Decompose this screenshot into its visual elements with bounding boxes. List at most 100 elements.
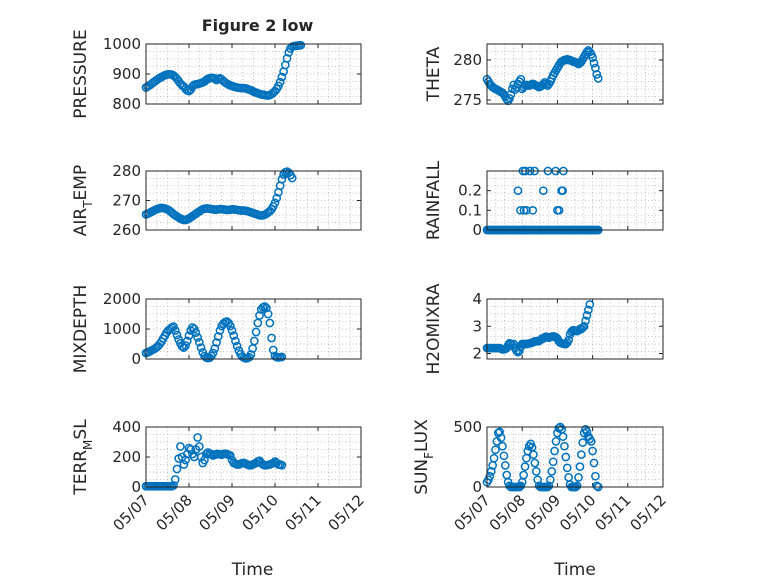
data-point — [194, 337, 204, 347]
axes-box — [145, 426, 362, 488]
data-point — [212, 338, 221, 347]
y-axis-label-text: TERR — [71, 450, 91, 496]
data-point — [500, 461, 510, 470]
data-point — [574, 473, 583, 482]
data-point — [186, 445, 196, 454]
data-point — [558, 186, 568, 196]
data-point — [547, 467, 557, 476]
data-point — [561, 452, 571, 462]
data-point — [262, 303, 271, 313]
data-point — [282, 54, 292, 63]
data-point — [225, 321, 235, 331]
y-axis-label-text: RAINFALL — [424, 160, 444, 240]
data-point — [585, 300, 595, 309]
data-point — [498, 441, 507, 451]
x-tick-label: 05/08 — [153, 491, 196, 534]
y-tick-label: 2000 — [103, 290, 141, 308]
y-tick-label: 280 — [453, 51, 482, 69]
x-tick-label: 05/11 — [591, 491, 634, 534]
chart-title: Figure 2 low — [202, 16, 314, 35]
data-point — [584, 305, 593, 315]
data-point — [495, 427, 505, 437]
data-point — [593, 74, 603, 83]
y-axis-label: PRESSURE — [71, 29, 91, 118]
series-markers — [141, 40, 306, 100]
data-point — [260, 302, 270, 311]
data-point — [529, 450, 538, 459]
data-point — [513, 186, 523, 196]
data-point — [193, 333, 202, 342]
x-tick-label: 05/09 — [521, 491, 564, 534]
y-axis-label-text: AIR — [71, 208, 91, 237]
data-point — [576, 450, 586, 459]
y-axis-label: SUNFLUX — [412, 419, 436, 495]
data-point — [578, 438, 588, 447]
axes-h2omixra: 2 3 4 H2OMIXRA — [424, 283, 664, 375]
data-point — [589, 458, 599, 468]
axes-box — [486, 170, 664, 231]
axes-box — [486, 298, 664, 360]
y-axis-label: H2OMIXRA — [424, 283, 444, 374]
data-point — [591, 471, 600, 481]
data-point — [582, 427, 592, 437]
data-point — [208, 348, 218, 358]
axes-theta: 275 280 THETA — [424, 43, 664, 109]
axes-pressure: 800 900 1000 PRESSURE Figure 2 low — [71, 16, 362, 119]
data-point — [516, 74, 526, 84]
data-point — [277, 352, 287, 362]
data-point — [270, 198, 280, 208]
y-tick-label: 0 — [472, 478, 482, 496]
data-point — [548, 457, 558, 467]
data-point — [575, 462, 585, 471]
axes-box — [145, 170, 362, 231]
y-axis-label: AIRTEMP — [71, 165, 95, 236]
y-axis-label: THETA — [424, 46, 444, 102]
x-tick-label: 05/07 — [451, 491, 494, 534]
data-point — [520, 462, 530, 471]
data-point — [277, 72, 287, 82]
x-tick-label: 05/09 — [196, 491, 239, 534]
data-point — [579, 321, 589, 331]
data-point — [562, 463, 572, 473]
data-point — [586, 437, 596, 446]
data-point — [572, 481, 582, 491]
data-point — [191, 328, 201, 337]
data-point — [296, 40, 306, 50]
data-point — [546, 475, 555, 485]
data-point — [588, 446, 597, 456]
axes-air_temp: 260 270 280 AIRTEMP — [71, 162, 362, 239]
y-axis-label-suffix: EMP — [71, 165, 91, 201]
axes-terr_msl: 0 200 400 05/07 05/08 05/09 05/10 05/11 05/12 TER… — [71, 418, 368, 580]
data-point — [215, 326, 225, 335]
data-point — [176, 442, 185, 451]
data-point — [172, 464, 182, 474]
data-point — [181, 341, 190, 350]
y-tick-label: 1000 — [103, 320, 141, 338]
data-point — [184, 331, 194, 340]
x-axis-label: Time — [553, 560, 596, 580]
data-point — [528, 205, 538, 215]
data-point — [592, 481, 602, 491]
data-point — [544, 481, 554, 491]
data-point — [558, 432, 568, 441]
data-point — [516, 205, 525, 215]
data-point — [538, 186, 548, 196]
data-point — [589, 58, 599, 68]
data-point — [232, 341, 242, 351]
grid — [487, 171, 663, 230]
y-tick-label: 0 — [472, 221, 482, 239]
y-axis-label-suffix: LUX — [412, 419, 432, 452]
data-point — [588, 53, 597, 62]
data-point — [485, 471, 495, 481]
data-point — [582, 47, 592, 57]
axes-mixdepth: 0 1000 2000 MIXDEPTH — [71, 285, 362, 374]
x-tick-label: 05/12 — [627, 491, 670, 534]
y-tick-label: 800 — [112, 95, 141, 113]
y-axis-label-text: SUN — [412, 459, 432, 495]
y-axis-label-text: MIXDEPTH — [71, 285, 91, 374]
data-point — [213, 332, 223, 341]
axes-rainfall: 0 0.10.2 RAINFALL — [424, 160, 664, 240]
data-point — [231, 336, 240, 346]
data-point — [533, 475, 543, 485]
series-markers — [482, 300, 595, 357]
